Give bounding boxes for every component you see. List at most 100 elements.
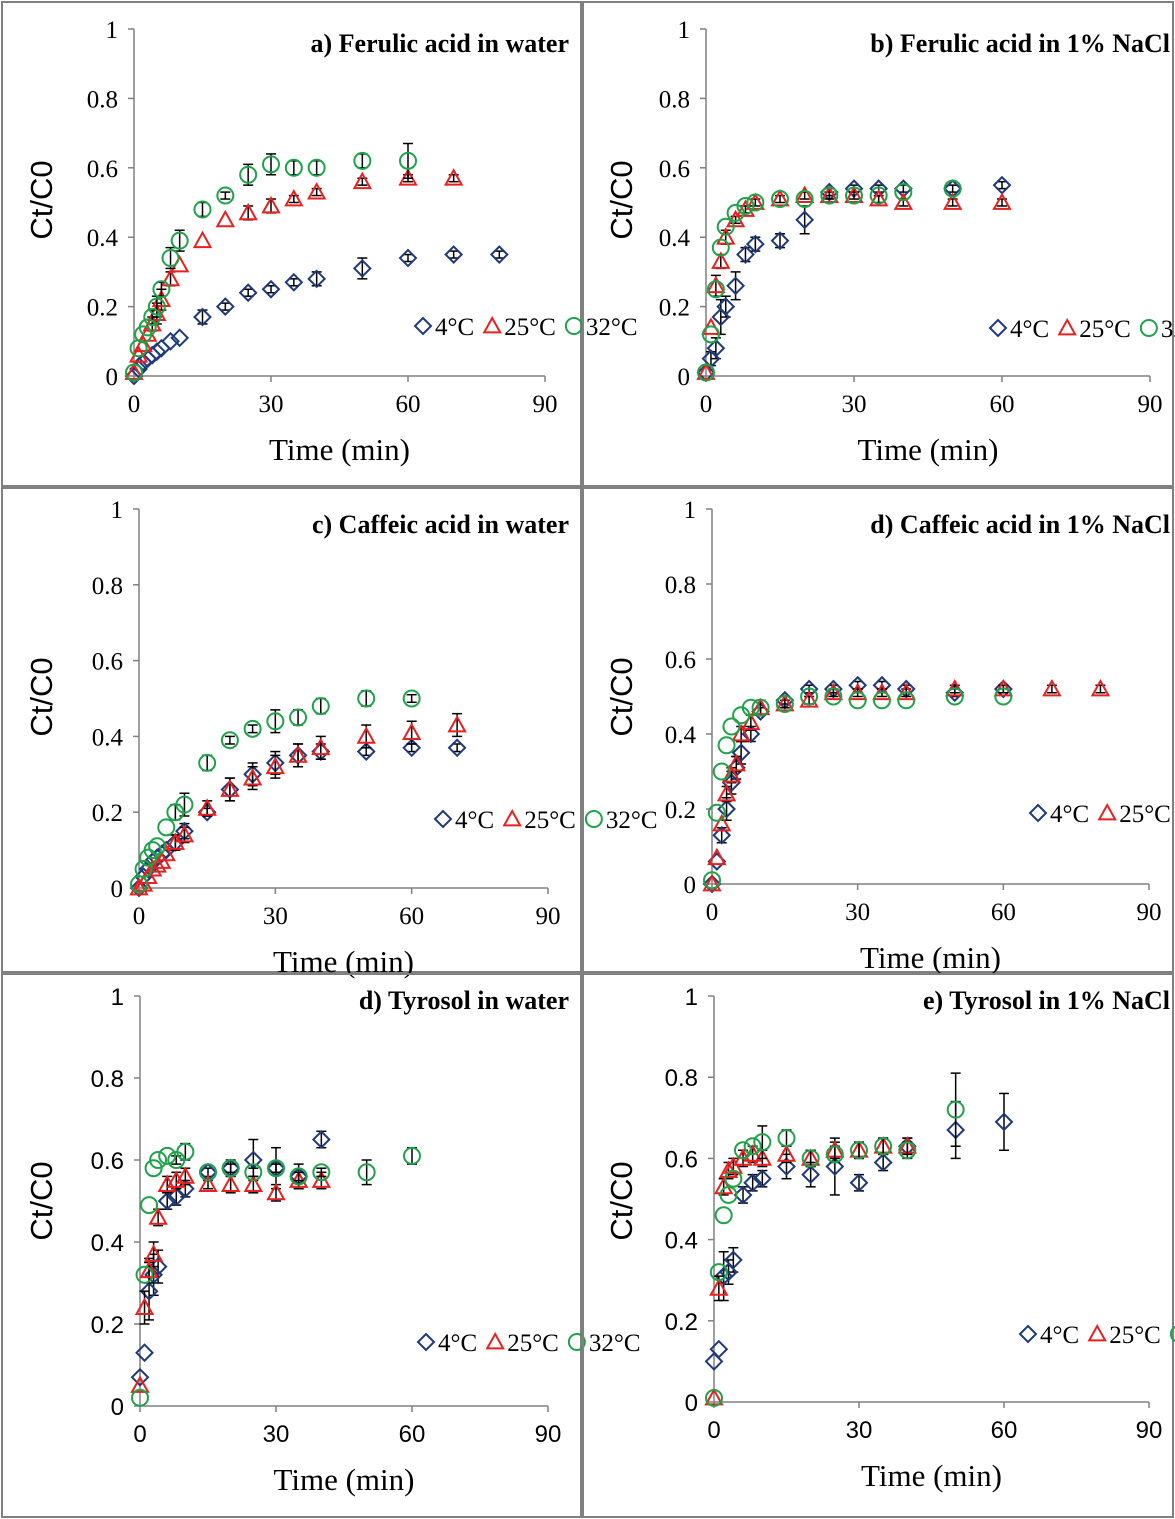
point-triangle <box>175 1166 196 1184</box>
legend-marker <box>482 315 502 334</box>
point-diamond <box>706 338 726 358</box>
y-tick-label: 1 <box>685 984 698 1011</box>
y-tick-label: 0 <box>106 364 119 391</box>
panel-title: c) Caffeic acid in water <box>312 510 569 539</box>
point-circle <box>148 837 167 856</box>
point-circle <box>872 691 891 710</box>
point-triangle <box>243 1174 264 1192</box>
panel-border <box>582 973 1174 1518</box>
point-circle <box>143 308 162 327</box>
point-triangle <box>129 877 149 896</box>
y-tick-label: 0.4 <box>92 724 124 751</box>
x-tick-label: 90 <box>1137 899 1162 926</box>
point-triangle <box>942 192 963 210</box>
point-diamond <box>148 1257 168 1277</box>
y-tick-label: 0.2 <box>92 800 123 827</box>
point-triangle <box>284 188 304 207</box>
point-circle <box>138 318 157 337</box>
point-circle <box>198 753 217 772</box>
legend: 4°C25°C32°C <box>1018 1322 1175 1349</box>
point-diamond <box>447 738 467 758</box>
y-tick-label: 0.4 <box>665 722 697 749</box>
legend-label: 32°C <box>1161 316 1175 343</box>
x-tick-label: 90 <box>536 903 561 930</box>
point-circle <box>289 708 308 727</box>
point-triangle <box>160 268 181 287</box>
legend-label: 25°C <box>1109 1322 1161 1349</box>
point-diamond <box>733 1185 753 1205</box>
point-triangle <box>311 737 331 756</box>
point-circle <box>746 193 765 212</box>
point-diamond <box>152 844 172 864</box>
point-diamond <box>311 1130 331 1149</box>
point-circle <box>147 297 166 316</box>
legend-marker <box>433 809 453 829</box>
point-triangle <box>401 722 422 741</box>
point-diamond <box>170 328 190 348</box>
point-diamond <box>994 1112 1014 1132</box>
x-tick-label: 30 <box>259 391 284 418</box>
series-25°C <box>696 185 1012 380</box>
point-triangle <box>139 1260 159 1279</box>
point-circle <box>825 1145 844 1164</box>
y-tick-label: 0.4 <box>91 1230 124 1257</box>
point-triangle <box>130 1375 150 1393</box>
point-triangle <box>716 783 737 802</box>
point-triangle <box>356 726 376 744</box>
point-triangle <box>945 678 965 697</box>
x-tick-label: 0 <box>133 903 146 930</box>
legend-marker <box>988 318 1008 338</box>
point-circle <box>131 1388 149 1407</box>
point-triangle <box>306 182 327 200</box>
point-triangle <box>993 678 1014 697</box>
point-circle <box>175 795 194 814</box>
point-diamond <box>745 234 765 254</box>
panel-title: e) Tyrosol in 1% NaCl <box>923 986 1170 1015</box>
point-triangle <box>148 1207 168 1225</box>
y-tick-label: 0.6 <box>665 647 696 674</box>
series-4°C <box>124 245 509 386</box>
point-triangle <box>847 682 868 701</box>
point-diamond <box>719 1262 738 1282</box>
y-tick-label: 0.8 <box>665 1065 698 1092</box>
point-triangle <box>799 690 819 708</box>
legend-marker <box>1097 802 1117 821</box>
x-tick-label: 90 <box>533 391 558 418</box>
point-circle <box>267 1159 285 1178</box>
point-circle <box>176 1142 195 1161</box>
point-diamond <box>741 724 761 744</box>
point-diamond <box>238 283 258 303</box>
y-tick-label: 1 <box>111 984 124 1011</box>
point-triangle <box>242 768 263 786</box>
point-triangle <box>157 1174 177 1192</box>
y-tick-label: 0.8 <box>87 86 118 113</box>
point-diamond <box>135 1343 154 1363</box>
point-triangle <box>1090 678 1111 697</box>
x-tick-label: 30 <box>263 1421 290 1448</box>
point-triangle <box>447 714 467 733</box>
legend-label: 4°C <box>1050 801 1089 828</box>
legend-marker <box>502 808 522 827</box>
series-4°C <box>702 675 1013 894</box>
legend-label: 4°C <box>1040 1322 1079 1349</box>
point-circle <box>402 689 421 708</box>
legend-label: 4°C <box>435 314 474 341</box>
point-circle <box>722 717 741 736</box>
point-triangle <box>265 756 286 775</box>
point-diamond <box>849 1173 869 1193</box>
y-tick-label: 0.2 <box>91 1312 124 1339</box>
point-circle <box>709 1263 728 1282</box>
point-circle <box>140 1196 159 1215</box>
point-diamond <box>284 272 304 292</box>
point-diamond <box>714 1266 734 1286</box>
x-tick-label: 30 <box>846 1417 873 1444</box>
panel-b: 0 0.2 0.4 0.6 0.8 1 0 30 60 90 Time (min) Ct/C0 b) F… <box>582 1 1175 487</box>
point-triangle <box>726 753 746 772</box>
y-tick-label: 0.8 <box>659 86 690 113</box>
point-diamond <box>709 1339 729 1359</box>
point-circle <box>824 687 843 706</box>
point-diamond <box>712 825 732 845</box>
point-circle <box>170 231 189 250</box>
point-triangle <box>819 185 840 203</box>
